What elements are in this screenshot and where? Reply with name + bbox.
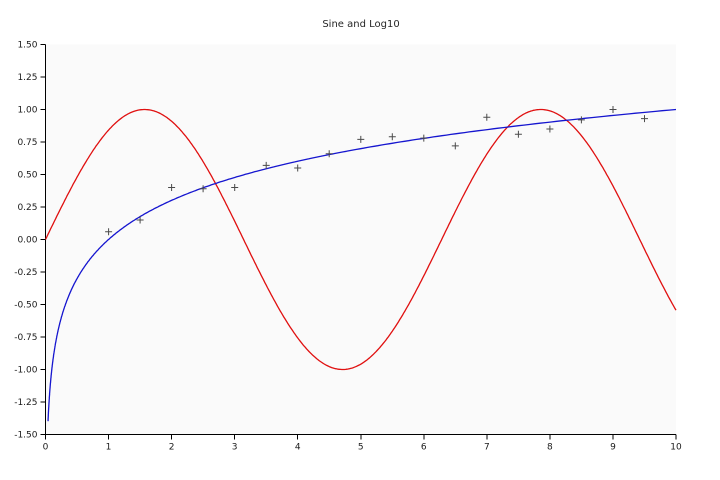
y-tick-label: -0.50 (14, 301, 38, 311)
x-tick-label: 6 (421, 443, 427, 453)
y-tick-label: -0.75 (14, 333, 37, 343)
x-tick-label: 8 (547, 443, 553, 453)
chart-title: Sine and Log10 (322, 19, 399, 30)
x-tick-label: 0 (43, 443, 49, 453)
log10-curve (47, 108, 677, 422)
x-tick-label: 3 (232, 443, 238, 453)
x-tick-label: 1 (106, 443, 112, 453)
y-tick-label: 1.00 (17, 106, 37, 116)
y-tick-label: 1.50 (17, 41, 37, 51)
axes-layer: 1.50 1.25 1.00 0.75 0.50 0.25 0.00 -0.25 -0.50 -0… (14, 41, 682, 453)
y-tick-label: -0.25 (14, 268, 37, 278)
y-tick-label: 0.75 (17, 138, 37, 148)
x-tick-label: 4 (295, 443, 301, 453)
y-tick-label: 0.25 (17, 203, 37, 213)
x-tick-label: 2 (169, 443, 175, 453)
plot-panel-layer (45, 44, 676, 435)
sine-curve (44, 108, 677, 371)
x-tick-label: 9 (610, 443, 616, 453)
log10-noisy-samples (105, 106, 648, 236)
y-tick-label: 0.50 (17, 171, 37, 181)
y-tick-label: 0.00 (17, 236, 37, 246)
x-tick-label: 5 (358, 443, 364, 453)
scatter-points-layer (105, 106, 648, 236)
y-tick-label: -1.50 (14, 431, 38, 441)
plot-panel (45, 44, 676, 435)
x-tick-label: 10 (670, 443, 682, 453)
x-tick-label: 7 (484, 443, 490, 453)
y-tick-label: -1.00 (14, 366, 38, 376)
y-tick-label: 1.25 (17, 73, 37, 83)
series-lines-layer (44, 108, 677, 422)
y-tick-label: -1.25 (14, 398, 37, 408)
